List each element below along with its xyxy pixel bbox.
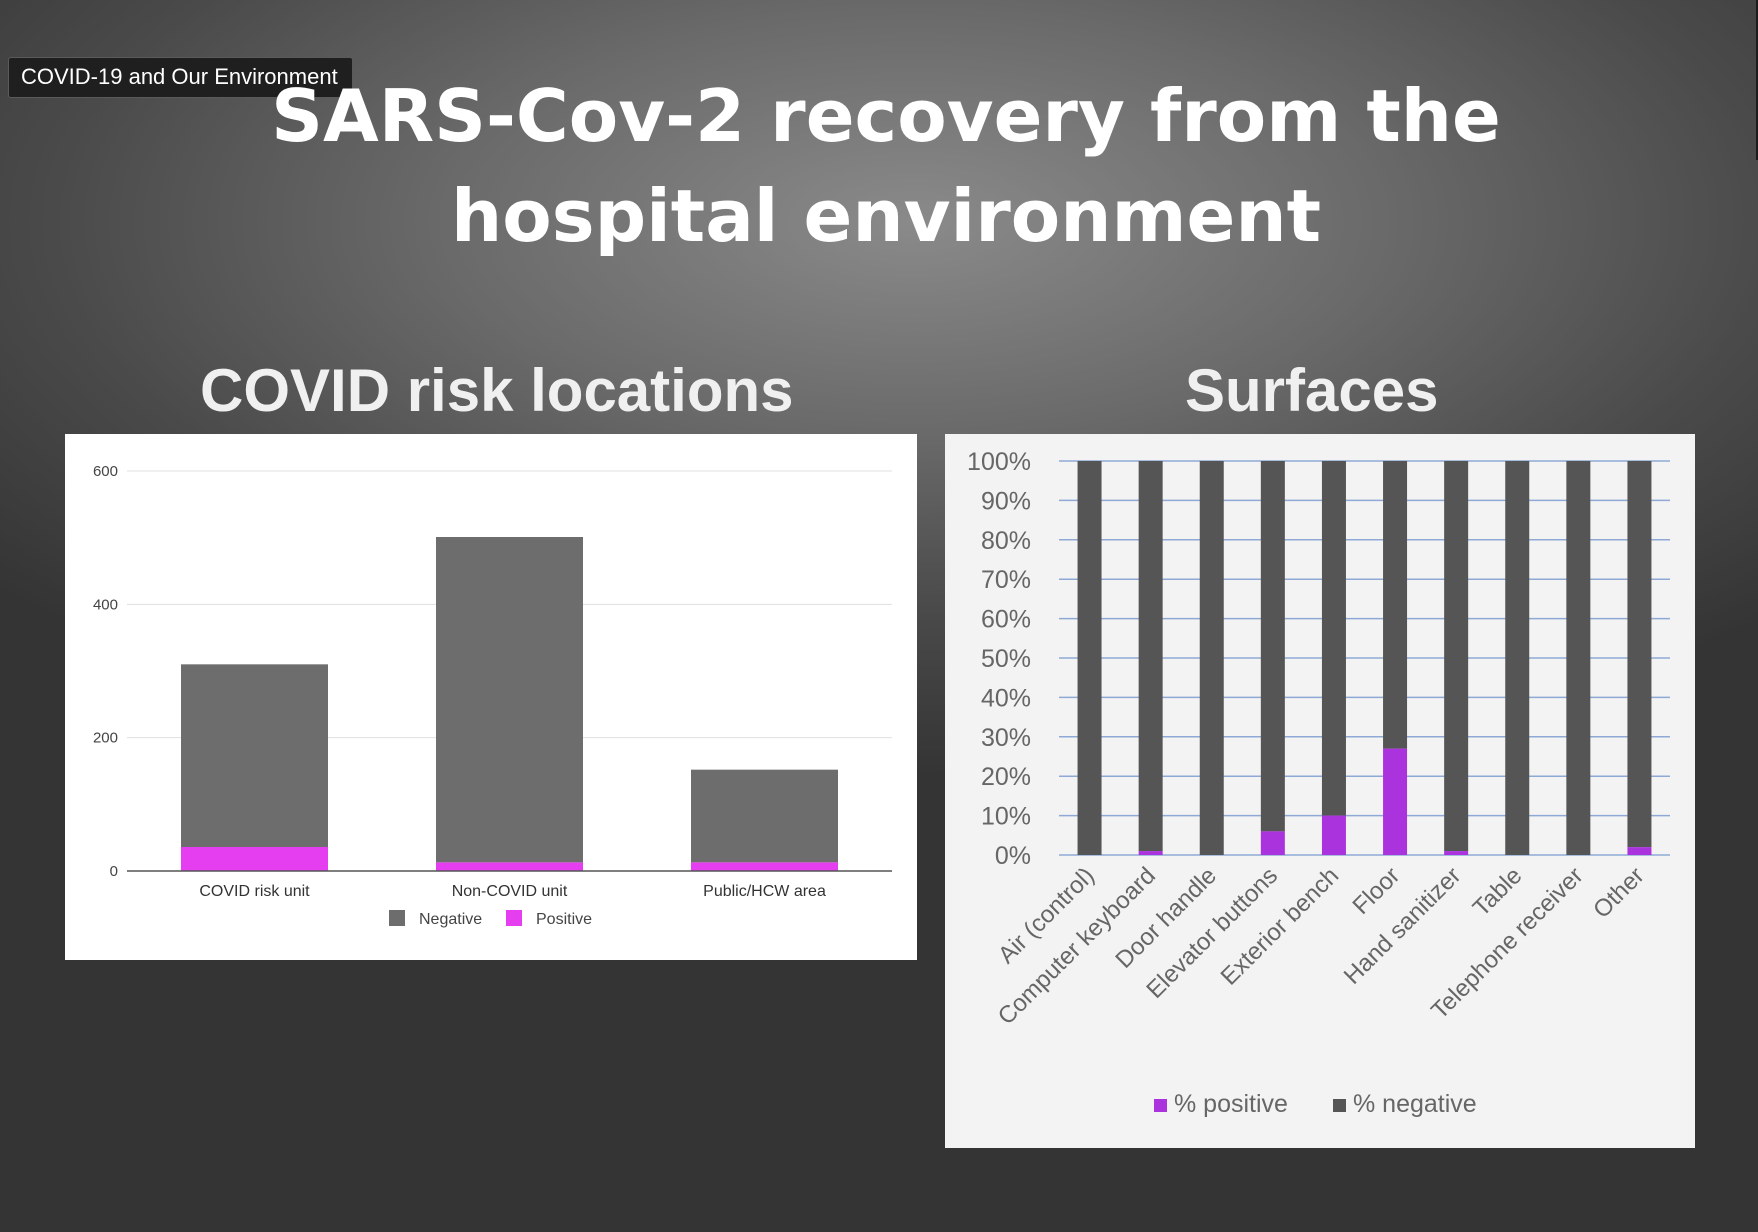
x-tick-label: Public/HCW area [703,883,826,900]
legend-label-negative: Negative [419,911,482,928]
x-tick-label: Floor [1348,862,1406,920]
y-tick-label: 400 [93,596,118,613]
y-tick-label: 30% [981,724,1031,752]
y-tick-label: 80% [981,527,1031,555]
bar-negative-public-hcw-area [691,769,838,863]
bar-negative-telephone-receiver [1566,461,1591,855]
y-tick-label: 200 [93,730,118,747]
y-tick-label: 600 [93,463,118,480]
x-tick-label: Other [1588,862,1650,924]
bar-positive-elevator-buttons [1260,831,1285,855]
x-tick-label: Non-COVID unit [452,883,568,900]
bar-negative-hand-sanitizer [1444,461,1469,852]
legend-swatch-negative [1333,1099,1346,1112]
window-edge [1756,0,1758,160]
legend-label-negative: % negative [1353,1090,1477,1118]
y-tick-label: 50% [981,645,1031,673]
y-tick-label: 10% [981,803,1031,831]
bar-negative-door-handle [1199,461,1224,855]
y-tick-label: 70% [981,566,1031,594]
legend-label-positive: % positive [1174,1090,1288,1118]
bar-positive-covid-risk-unit [181,847,328,871]
surfaces-heading: Surfaces [1185,357,1439,424]
x-tick-label: COVID risk unit [199,883,310,900]
bar-negative-elevator-buttons [1260,461,1285,832]
video-title-label: COVID-19 and Our Environment [8,57,353,98]
surfaces-chart-card: 0% 10% 20% 30% 40% 50% 60% 70% 80% 90% 100% Air (co… [945,434,1695,1148]
bar-positive-hand-sanitizer [1444,851,1469,855]
bar-positive-computer-keyboard [1138,851,1163,855]
legend-label-positive: Positive [536,911,592,928]
y-tick-label: 60% [981,606,1031,634]
legend-swatch-positive [506,910,522,926]
legend-swatch-negative [389,910,405,926]
bar-negative-computer-keyboard [1138,461,1163,852]
slide-title-line-1: SARS-Cov-2 recovery from the [271,74,1501,158]
y-tick-label: 40% [981,684,1031,712]
bar-positive-other [1627,847,1652,855]
slide-title-line-2: hospital environment [450,174,1321,258]
bar-positive-public-hcw-area [691,862,838,871]
bar-negative-other [1627,461,1652,848]
bar-negative-covid-risk-unit [181,664,328,847]
y-tick-label: 0 [110,863,118,880]
bar-positive-exterior-bench [1321,815,1346,855]
legend-swatch-positive [1154,1099,1167,1112]
bar-negative-air-control [1077,461,1102,855]
bar-positive-non-covid-unit [436,862,583,871]
y-tick-label: 100% [967,448,1031,476]
bar-positive-floor [1383,748,1408,855]
covid-locations-heading: COVID risk locations [200,357,794,424]
y-tick-label: 0% [995,842,1031,870]
y-tick-label: 90% [981,487,1031,515]
surfaces-chart: 0%10%20%30%40%50%60%70%80%90%100%Air (co… [967,448,1670,1118]
covid-locations-chart-card: 0 200 400 600 COVID risk unit Non-COVID unit P… [65,434,917,960]
slide-title: SARS-Cov-2 recovery from the hospital en… [200,66,1572,266]
bar-negative-floor [1383,461,1408,749]
covid-locations-chart: 0 200 400 600 COVID risk unit Non-COVID unit P… [93,463,892,928]
bar-negative-non-covid-unit [436,537,583,863]
bar-negative-exterior-bench [1321,461,1346,816]
bar-negative-table [1505,461,1530,855]
y-tick-label: 20% [981,763,1031,791]
